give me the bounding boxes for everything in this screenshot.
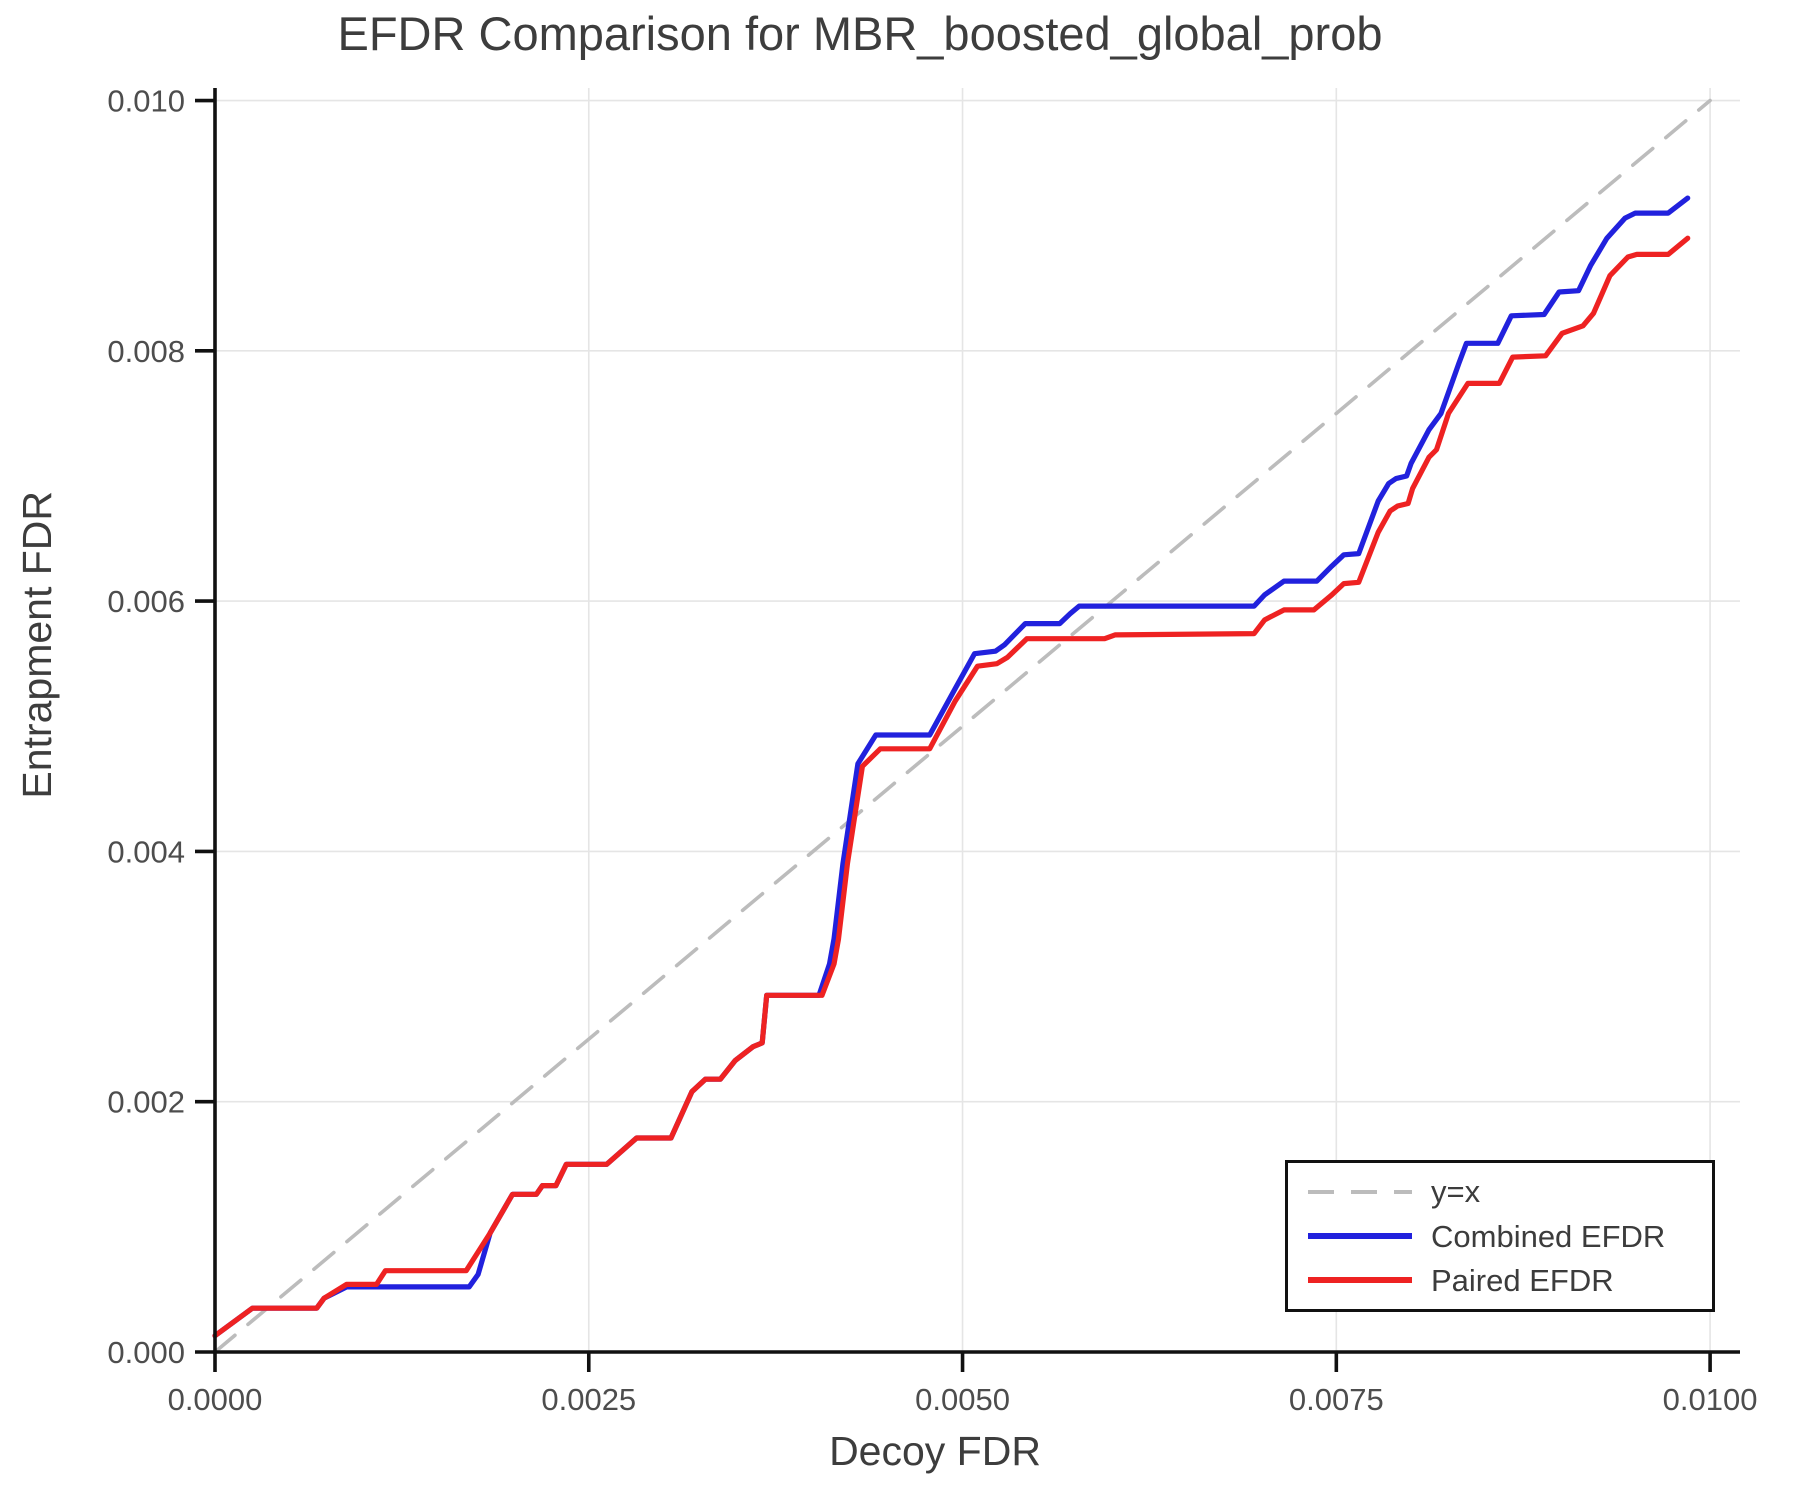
x-tick-label: 0.0025 (541, 1382, 636, 1417)
paired-line-swatch-icon (1308, 1277, 1412, 1284)
x-tick-label: 0.0100 (1663, 1382, 1758, 1417)
x-tick-label: 0.0000 (168, 1382, 263, 1417)
y-tick-label: 0.006 (107, 584, 185, 619)
combined-line-swatch-icon (1308, 1233, 1412, 1239)
x-tick-label: 0.0050 (915, 1382, 1010, 1417)
legend: y=x Combined EFDR Paired EFDR (1285, 1160, 1715, 1312)
legend-row-combined: Combined EFDR (1304, 1221, 1712, 1252)
legend-label-paired: Paired EFDR (1431, 1262, 1614, 1298)
legend-row-reference: y=x (1304, 1176, 1712, 1207)
reference-line-swatch-icon (1308, 1189, 1412, 1194)
y-tick-label: 0.004 (107, 834, 185, 869)
y-tick-label: 0.000 (107, 1335, 185, 1370)
series-line-0 (213, 98, 1712, 1354)
y-tick-label: 0.002 (107, 1085, 185, 1120)
series-line-2 (212, 235, 1691, 1339)
legend-label-reference: y=x (1431, 1174, 1481, 1210)
legend-label-combined: Combined EFDR (1431, 1218, 1666, 1254)
x-tick-label: 0.0075 (1289, 1382, 1384, 1417)
chart-title: EFDR Comparison for MBR_boosted_global_p… (337, 7, 1383, 60)
y-tick-label: 0.008 (107, 334, 185, 369)
x-axis-label: Decoy FDR (829, 1428, 1041, 1474)
y-tick-label: 0.010 (107, 84, 185, 119)
legend-row-paired: Paired EFDR (1304, 1265, 1712, 1296)
